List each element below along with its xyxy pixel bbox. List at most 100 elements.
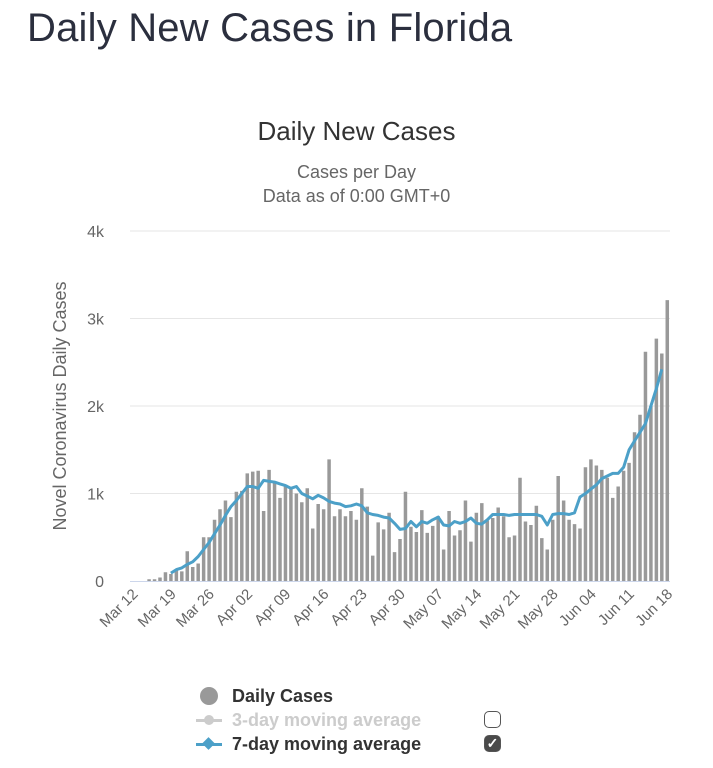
bar-daily-cases (605, 477, 610, 581)
bar-daily-cases (665, 300, 670, 581)
bar-daily-cases (223, 500, 228, 581)
x-tick-label: May 07 (400, 586, 447, 633)
bar-daily-cases (245, 473, 250, 581)
bar-daily-cases (376, 522, 380, 581)
bar-daily-cases (452, 535, 457, 581)
page-title: Daily New Cases in Florida (27, 6, 513, 50)
x-tick-label: Apr 02 (213, 586, 256, 629)
legend-item-7-day-average[interactable]: 7-day moving average ✓ (196, 732, 501, 756)
bar-daily-cases (480, 503, 484, 581)
bar-daily-cases (349, 511, 353, 581)
bar-daily-cases (649, 406, 653, 581)
bar-daily-cases (550, 519, 555, 581)
legend-label: 7-day moving average (232, 733, 422, 754)
bar-daily-cases (338, 509, 342, 581)
y-tick-label: 3k (87, 312, 105, 329)
bar-daily-cases (343, 516, 348, 581)
bar-daily-cases (278, 497, 282, 581)
bar-daily-cases (261, 511, 266, 581)
bar-daily-cases (354, 519, 359, 581)
bar-daily-cases (430, 525, 435, 581)
x-tick-label: May 21 (477, 586, 524, 633)
bar-daily-cases (600, 469, 604, 581)
bar-daily-cases (643, 351, 648, 581)
bar-daily-cases (523, 521, 528, 581)
chart-title: Daily New Cases (257, 116, 456, 146)
x-tick-label: Jun 11 (595, 586, 638, 629)
legend-item-daily-cases[interactable]: Daily Cases (196, 684, 421, 708)
bar-daily-cases (425, 532, 430, 581)
bar-daily-cases (561, 500, 566, 581)
bar-daily-cases (567, 519, 571, 581)
bar-daily-cases (201, 537, 206, 581)
y-axis-label: Novel Coronavirus Daily Cases (50, 281, 70, 530)
bar-daily-cases (447, 511, 451, 581)
bar-daily-cases (305, 488, 310, 581)
bar-daily-cases (300, 502, 304, 581)
bar-daily-cases (158, 577, 162, 581)
bar-daily-cases (163, 572, 168, 581)
bar-daily-cases (327, 459, 331, 581)
bar-daily-cases (234, 491, 239, 581)
x-tick-label: Apr 16 (289, 586, 332, 629)
bar-daily-cases (403, 491, 408, 581)
bar-daily-cases (365, 506, 370, 581)
grid-lines (130, 230, 670, 494)
bar-daily-cases (332, 516, 337, 581)
bar-daily-cases (485, 520, 490, 581)
bar-daily-cases (507, 537, 511, 581)
bar-daily-cases (207, 537, 211, 581)
line-diamond-icon (196, 736, 226, 752)
bar-daily-cases (310, 528, 315, 581)
bar-daily-cases (578, 528, 582, 581)
bar-daily-cases (441, 549, 446, 581)
bar-daily-cases (540, 538, 544, 581)
line-circle-icon (196, 712, 226, 728)
bar-daily-cases (627, 462, 631, 581)
y-tick-label: 0 (95, 574, 104, 591)
chart-subtitle-data-timestamp: Data as of 0:00 GMT+0 (262, 186, 451, 206)
x-tick-label: May 14 (438, 586, 485, 633)
ma7-line (170, 368, 664, 575)
bar-daily-cases (589, 459, 593, 581)
bar-daily-cases (381, 529, 386, 581)
bar-daily-cases (501, 516, 506, 581)
bar-daily-cases (610, 497, 615, 581)
bar-daily-cases (572, 524, 577, 581)
bar-daily-cases (594, 465, 599, 581)
checkbox-3-day-average[interactable] (484, 711, 501, 728)
x-tick-label: Jun 04 (556, 586, 600, 630)
bar-daily-cases (321, 509, 326, 581)
x-tick-label: May 28 (515, 586, 562, 633)
bar-daily-cases (398, 539, 402, 581)
bar-daily-cases (632, 432, 637, 581)
y-tick-label: 4k (87, 224, 105, 241)
bar-daily-cases (174, 569, 179, 581)
bar-daily-cases (458, 530, 462, 581)
bar-daily-cases (294, 493, 299, 581)
bar-daily-cases (534, 505, 539, 581)
legend-item-3-day-average[interactable]: 3-day moving average (196, 708, 501, 732)
bar-daily-cases (583, 467, 588, 581)
bar-daily-cases (147, 579, 151, 581)
bar-daily-cases (152, 579, 157, 581)
bar-daily-cases (436, 516, 440, 581)
bar-daily-cases (420, 510, 424, 581)
y-tick-label: 2k (87, 399, 105, 416)
bar-daily-cases (180, 571, 184, 581)
y-axis-ticks: 0 1k 2k 3k 4k (87, 224, 105, 591)
bar-daily-cases (196, 563, 200, 581)
bar-daily-cases (463, 500, 468, 581)
bar-daily-cases (229, 517, 233, 581)
bar-daily-cases (409, 526, 413, 581)
x-tick-label: Apr 23 (327, 586, 370, 629)
x-tick-label: Mar 19 (135, 586, 180, 631)
bar-daily-cases (518, 477, 522, 581)
bar-daily-cases (316, 504, 320, 581)
chart-subtitle-cases-per-day: Cases per Day (296, 162, 417, 182)
bar-daily-cases (545, 549, 550, 581)
checkbox-7-day-average[interactable]: ✓ (484, 735, 501, 752)
bar-daily-cases (512, 535, 517, 581)
bar-daily-cases (654, 338, 659, 581)
